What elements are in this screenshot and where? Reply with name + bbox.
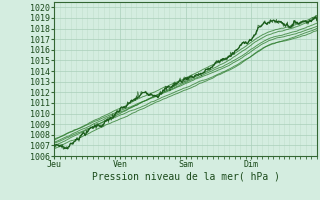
X-axis label: Pression niveau de la mer( hPa ): Pression niveau de la mer( hPa ) [92, 172, 280, 182]
